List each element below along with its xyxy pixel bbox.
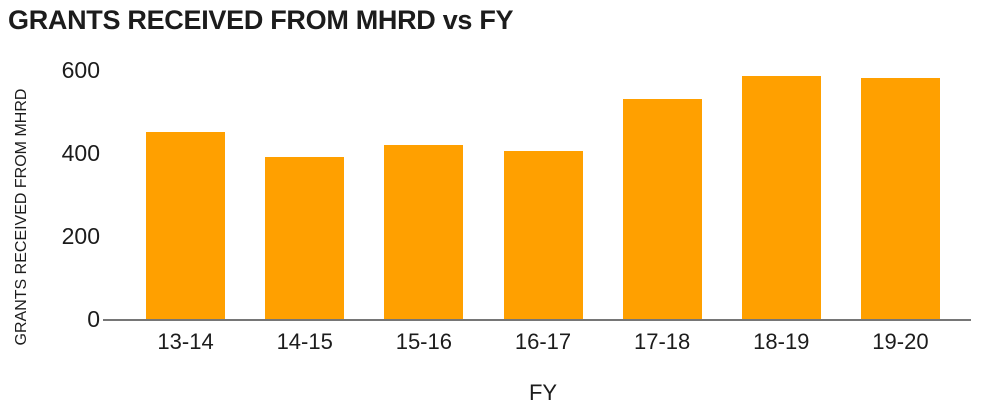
y-tick-label-600: 600 <box>61 57 100 83</box>
y-axis-title: GRANTS RECEIVED FROM MHRD <box>13 88 30 346</box>
x-tick-label-17-18: 17-18 <box>634 329 691 354</box>
x-axis-title: FY <box>528 380 558 405</box>
x-tick-label-18-19: 18-19 <box>753 329 810 354</box>
y-tick-label-400: 400 <box>61 140 100 166</box>
bar-13-14 <box>146 132 226 319</box>
x-tick-label-13-14: 13-14 <box>157 329 214 354</box>
x-tick-label-16-17: 16-17 <box>514 329 572 354</box>
bar-17-18 <box>622 99 702 319</box>
x-tick-label-19-20: 19-20 <box>872 329 929 354</box>
bar-18-19 <box>741 76 821 319</box>
x-axis-line <box>103 319 971 321</box>
x-tick-label-15-16: 15-16 <box>395 329 452 354</box>
bar-16-17 <box>503 151 583 319</box>
y-tick-label-200: 200 <box>61 223 100 249</box>
bar-19-20 <box>860 78 940 319</box>
x-tick-label-14-15: 14-15 <box>276 329 333 354</box>
y-tick-label-0: 0 <box>87 306 100 332</box>
chart-title: GRANTS RECEIVED FROM MHRD vs FY <box>8 5 514 35</box>
bar-15-16 <box>384 145 464 319</box>
bar-14-15 <box>265 157 345 319</box>
